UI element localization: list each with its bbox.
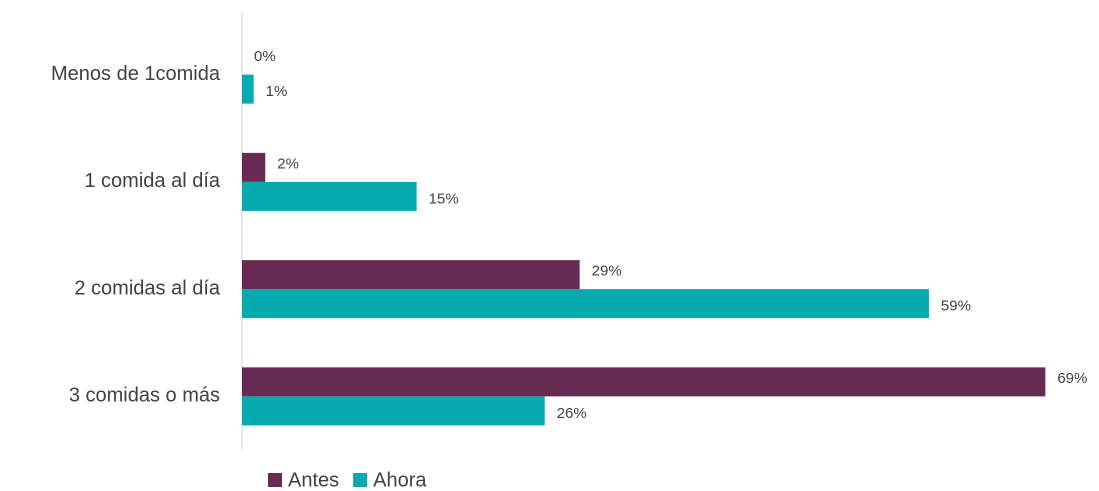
data-label: 69% (1057, 370, 1087, 387)
y-tick-label: 2 comidas al día (74, 277, 221, 299)
y-tick-label: Menos de 1comida (51, 63, 221, 85)
data-label: 15% (429, 190, 459, 207)
legend-label: Ahora (373, 469, 427, 491)
data-label: 59% (941, 298, 971, 315)
legend-swatch (353, 473, 368, 487)
bar (242, 289, 929, 319)
bar (242, 181, 417, 211)
data-label: 29% (592, 263, 622, 280)
bar (242, 367, 1046, 397)
data-label: 26% (557, 405, 587, 422)
data-label: 2% (277, 155, 299, 172)
bar (242, 260, 580, 290)
y-tick-label: 3 comidas o más (69, 385, 220, 407)
data-label: 0% (254, 48, 276, 65)
bar (242, 152, 266, 182)
data-label: 1% (266, 83, 288, 100)
legend-label: Antes (288, 469, 339, 491)
bar (242, 396, 545, 426)
bar (242, 74, 254, 104)
legend-swatch (268, 473, 282, 487)
y-tick-label: 1 comida al día (84, 170, 221, 192)
